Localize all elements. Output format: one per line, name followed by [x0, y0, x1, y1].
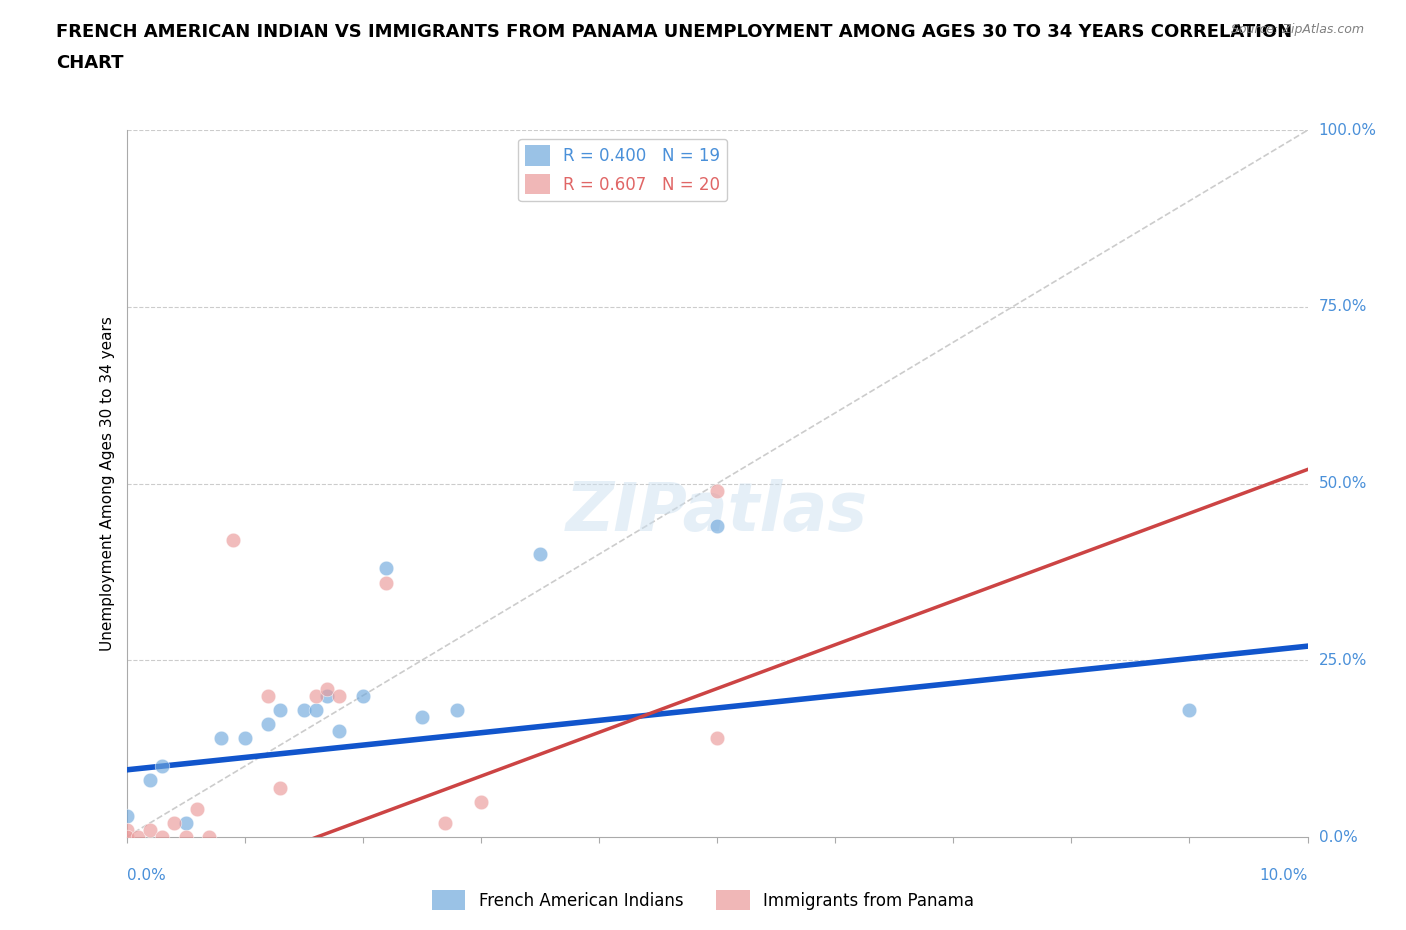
Text: CHART: CHART — [56, 54, 124, 72]
Point — [316, 688, 339, 703]
Text: ZIPatlas: ZIPatlas — [567, 479, 868, 545]
Point — [115, 822, 138, 837]
Point — [304, 688, 326, 703]
Point — [269, 702, 291, 717]
Point — [328, 688, 350, 703]
Point — [269, 780, 291, 795]
Point — [706, 484, 728, 498]
Point — [706, 519, 728, 534]
Point — [706, 731, 728, 746]
Point — [304, 702, 326, 717]
Point — [434, 816, 457, 830]
Text: 0.0%: 0.0% — [1319, 830, 1357, 844]
Text: 75.0%: 75.0% — [1319, 299, 1367, 314]
Text: 0.0%: 0.0% — [127, 868, 166, 883]
Point — [375, 561, 398, 576]
Point — [174, 816, 197, 830]
Point — [198, 830, 221, 844]
Legend: French American Indians, Immigrants from Panama: French American Indians, Immigrants from… — [425, 884, 981, 917]
Point — [222, 533, 245, 548]
Point — [328, 724, 350, 738]
Point — [209, 731, 232, 746]
Point — [150, 830, 173, 844]
Point — [233, 731, 256, 746]
Point — [292, 702, 315, 717]
Point — [150, 759, 173, 774]
Point — [375, 575, 398, 590]
Point — [186, 802, 208, 817]
Legend: R = 0.400   N = 19, R = 0.607   N = 20: R = 0.400 N = 19, R = 0.607 N = 20 — [519, 139, 727, 201]
Point — [352, 688, 374, 703]
Point — [446, 702, 468, 717]
Point — [257, 688, 280, 703]
Point — [139, 773, 162, 788]
Point — [529, 547, 551, 562]
Text: FRENCH AMERICAN INDIAN VS IMMIGRANTS FROM PANAMA UNEMPLOYMENT AMONG AGES 30 TO 3: FRENCH AMERICAN INDIAN VS IMMIGRANTS FRO… — [56, 23, 1292, 41]
Text: 50.0%: 50.0% — [1319, 476, 1367, 491]
Point — [115, 830, 138, 844]
Text: 25.0%: 25.0% — [1319, 653, 1367, 668]
Text: Source: ZipAtlas.com: Source: ZipAtlas.com — [1230, 23, 1364, 36]
Point — [316, 681, 339, 696]
Point — [163, 816, 186, 830]
Point — [470, 794, 492, 809]
Point — [139, 822, 162, 837]
Point — [174, 830, 197, 844]
Point — [127, 830, 149, 844]
Point — [411, 710, 433, 724]
Y-axis label: Unemployment Among Ages 30 to 34 years: Unemployment Among Ages 30 to 34 years — [100, 316, 115, 651]
Point — [115, 808, 138, 823]
Text: 10.0%: 10.0% — [1260, 868, 1308, 883]
Point — [257, 716, 280, 731]
Text: 100.0%: 100.0% — [1319, 123, 1376, 138]
Point — [1178, 702, 1201, 717]
